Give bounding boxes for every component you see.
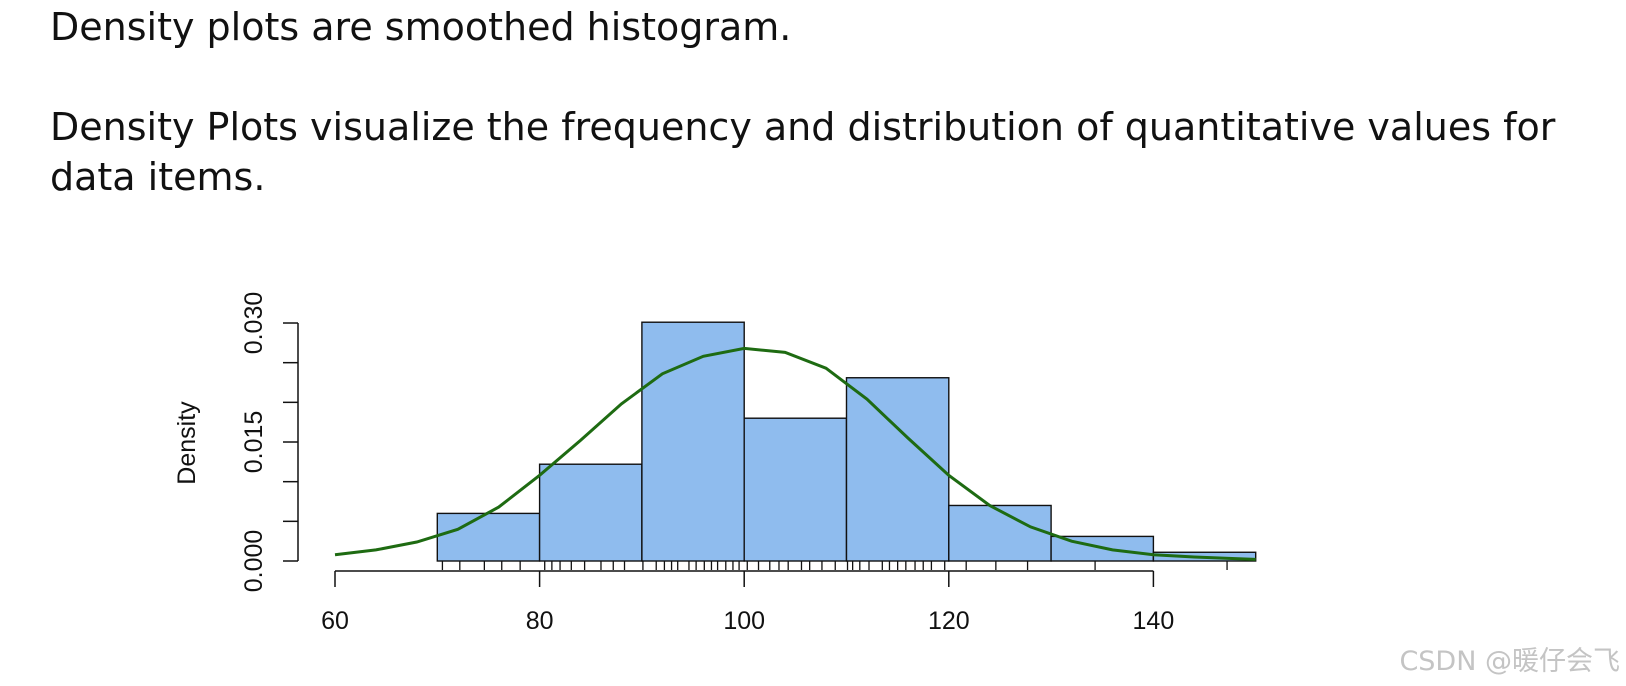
histogram-bar bbox=[845, 377, 950, 562]
intro-line-2: Density Plots visualize the frequency an… bbox=[50, 105, 1556, 199]
histogram-bar bbox=[743, 417, 848, 562]
histogram-bar bbox=[538, 463, 643, 562]
y-tick-label: 0.000 bbox=[240, 530, 268, 593]
y-axis-title: Density bbox=[173, 401, 201, 485]
density-curve bbox=[334, 346, 1256, 561]
watermark: CSDN @暖仔会飞 bbox=[1399, 646, 1620, 677]
intro-text: Density plots are smoothed histogram. De… bbox=[50, 2, 1620, 202]
histogram-bar bbox=[436, 512, 541, 562]
histogram-bars bbox=[436, 321, 1257, 562]
y-tick-label: 0.030 bbox=[240, 292, 268, 355]
intro-line-1: Density plots are smoothed histogram. bbox=[50, 5, 792, 49]
x-tick-label: 100 bbox=[723, 607, 765, 635]
histogram-bar bbox=[641, 321, 745, 562]
y-tick-label: 0.015 bbox=[240, 411, 268, 474]
y-axis: 0.000 0.015 0.030 bbox=[240, 292, 299, 593]
x-tick-label: 80 bbox=[526, 607, 554, 635]
x-tick-label: 120 bbox=[928, 607, 970, 635]
x-tick-label: 60 bbox=[321, 607, 349, 635]
x-tick-label: 140 bbox=[1133, 607, 1175, 635]
histogram-bar bbox=[948, 504, 1052, 562]
rug-marks bbox=[441, 561, 1228, 570]
x-axis: 60 80 100 120 140 bbox=[321, 570, 1175, 635]
